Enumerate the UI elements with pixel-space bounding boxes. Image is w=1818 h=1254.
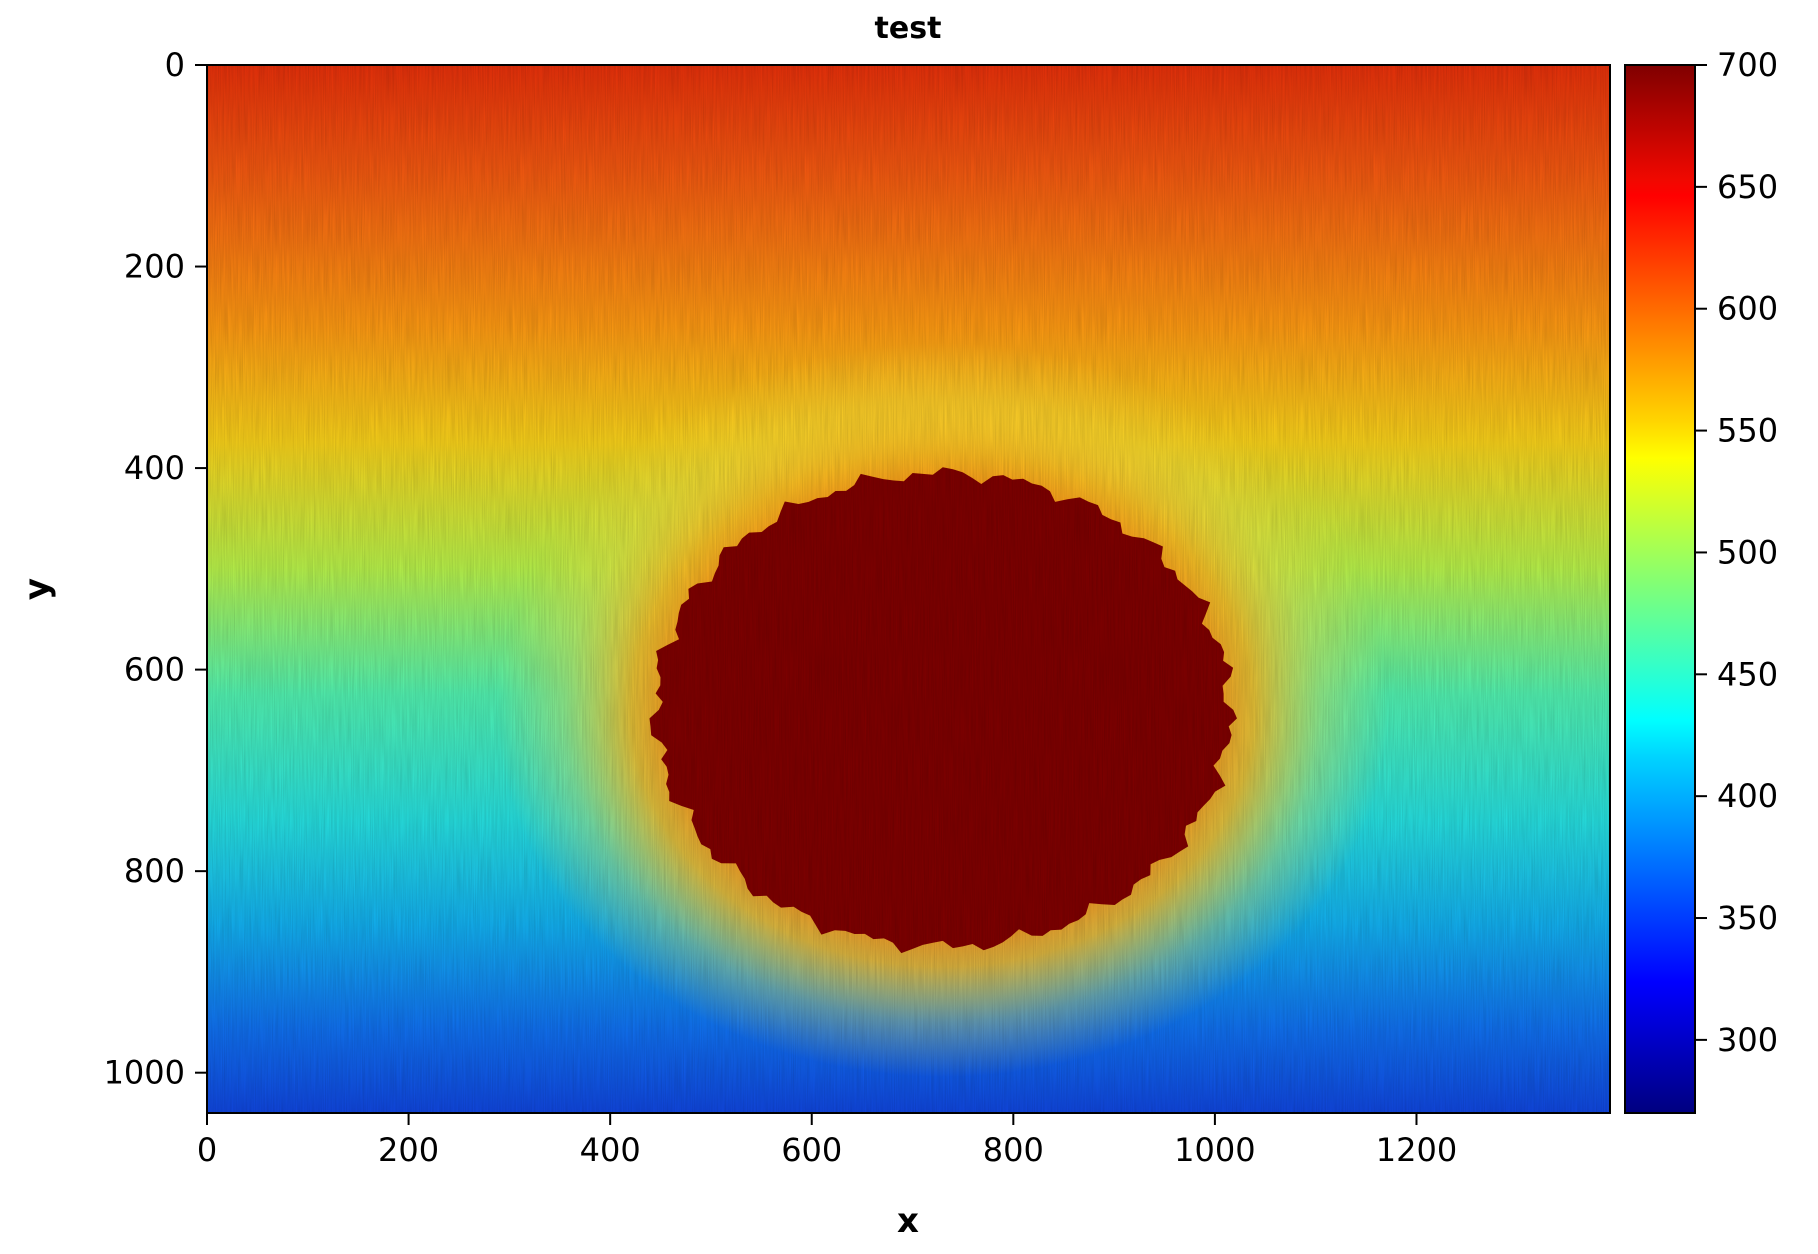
y-axis-ticks: 0 200 400 600 800 1000 bbox=[104, 46, 207, 1092]
x-tick-label: 1200 bbox=[1376, 1131, 1457, 1169]
heatmap-image bbox=[207, 65, 1610, 1113]
colorbar-tick-label: 700 bbox=[1717, 46, 1778, 84]
colorbar-ticks: 300 350 400 450 500 550 600 650 700 bbox=[1695, 46, 1778, 1059]
plot-frame bbox=[206, 64, 1611, 1114]
colorbar-tick-label: 450 bbox=[1717, 655, 1778, 693]
colorbar-tick-label: 650 bbox=[1717, 168, 1778, 206]
colorbar-tick-label: 350 bbox=[1717, 899, 1778, 937]
colorbar-tick-label: 400 bbox=[1717, 777, 1778, 815]
x-tick-label: 400 bbox=[580, 1131, 641, 1169]
x-axis-label: x bbox=[897, 1201, 919, 1241]
colorbar bbox=[1624, 64, 1696, 1114]
heatmap-noise bbox=[207, 65, 1610, 1113]
colorbar-tick-label: 500 bbox=[1717, 533, 1778, 571]
x-tick-label: 1000 bbox=[1174, 1131, 1255, 1169]
colorbar-tick-label: 300 bbox=[1717, 1021, 1778, 1059]
x-axis-ticks: 0 200 400 600 800 1000 1200 bbox=[197, 1113, 1457, 1169]
x-tick-label: 600 bbox=[781, 1131, 842, 1169]
x-tick-label: 0 bbox=[197, 1131, 217, 1169]
y-tick-label: 800 bbox=[124, 852, 185, 890]
y-tick-label: 400 bbox=[124, 449, 185, 487]
x-tick-label: 200 bbox=[378, 1131, 439, 1169]
x-tick-label: 800 bbox=[983, 1131, 1044, 1169]
y-tick-label: 1000 bbox=[104, 1054, 185, 1092]
y-tick-label: 0 bbox=[165, 46, 185, 84]
y-tick-label: 200 bbox=[124, 248, 185, 286]
colorbar-tick-label: 600 bbox=[1717, 290, 1778, 328]
y-tick-label: 600 bbox=[124, 651, 185, 689]
colorbar-tick-label: 550 bbox=[1717, 412, 1778, 450]
y-axis-label: y bbox=[17, 578, 57, 600]
chart-title: test bbox=[875, 11, 942, 46]
